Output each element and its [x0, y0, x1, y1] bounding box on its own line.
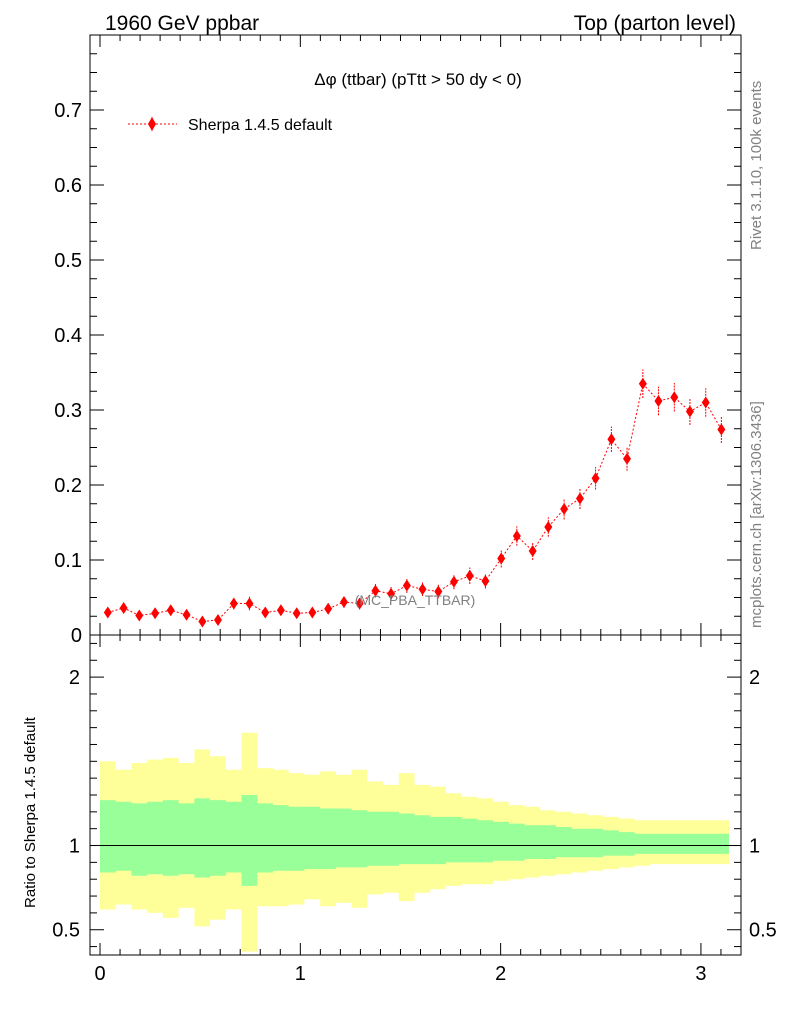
main-ytick-label: 0 — [71, 625, 82, 647]
data-point — [512, 530, 521, 542]
main-ytick-label: 0.6 — [54, 175, 82, 197]
data-point — [292, 607, 301, 620]
data-point — [670, 391, 679, 404]
ratio-xtick-label: 1 — [295, 963, 306, 985]
mcplots-label: mcplots.cern.ch [arXiv:1306.3436] — [748, 401, 765, 628]
data-point — [402, 579, 411, 592]
data-point — [151, 607, 160, 620]
ratio-ytick-label: 0.5 — [52, 920, 80, 942]
data-point — [182, 608, 191, 621]
ratio-ytick-label: 2 — [69, 667, 80, 689]
data-point — [560, 503, 569, 515]
data-point — [481, 575, 490, 587]
watermark: (MC_PBA_TTBAR) — [355, 592, 476, 608]
data-point — [198, 615, 207, 628]
data-point — [339, 596, 348, 608]
data-point — [135, 609, 144, 622]
legend-marker — [148, 117, 156, 131]
data-point — [717, 423, 726, 436]
data-point — [213, 614, 222, 626]
data-point — [434, 585, 443, 598]
data-point — [308, 606, 317, 619]
data-point — [528, 545, 537, 557]
data-point — [261, 606, 270, 619]
data-point — [654, 395, 663, 407]
ratio-ytick-label-right: 0.5 — [749, 920, 777, 942]
data-point — [229, 597, 238, 610]
data-point — [701, 396, 710, 409]
data-point — [166, 604, 175, 617]
data-point — [544, 521, 553, 533]
header-left: 1960 GeV ppbar — [105, 12, 259, 35]
legend-label: Sherpa 1.4.5 default — [188, 117, 333, 134]
main-ytick-label: 0.5 — [54, 250, 82, 272]
data-point — [591, 472, 600, 485]
data-point — [607, 433, 616, 446]
main-ytick-label: 0.3 — [54, 400, 82, 422]
header-right: Top (parton level) — [574, 12, 736, 35]
data-point — [276, 604, 285, 617]
data-point — [465, 569, 474, 582]
main-ytick-label: 0.7 — [54, 100, 82, 122]
data-point — [497, 552, 506, 565]
ratio-band-inner — [100, 795, 729, 886]
ratio-ytick-label: 1 — [69, 836, 80, 858]
data-point — [685, 405, 694, 418]
main-plot: 0 0.1 0.2 0.3 0.4 0.5 0.6 0.7 Δφ (ttbar) (pTtt … — [54, 34, 742, 647]
ratio-xtick-label: 0 — [94, 963, 105, 985]
ratio-xtick-label: 2 — [495, 963, 506, 985]
main-ytick-label: 0.4 — [54, 325, 82, 347]
data-point — [575, 492, 584, 505]
main-ytick-label: 0.1 — [54, 550, 82, 572]
ratio-plot: 0.5 0.5 1 1 2 2 0 1 2 3 Ratio to Sherpa 1.4.5 def… — [22, 634, 777, 985]
data-point — [623, 452, 632, 465]
ratio-xtick-label: 3 — [695, 963, 706, 985]
data-point — [103, 606, 112, 619]
data-point — [119, 602, 128, 614]
data-point — [387, 587, 396, 600]
data-point — [245, 597, 254, 610]
rivet-label: Rivet 3.1.10, 100k events — [748, 81, 765, 250]
legend: Sherpa 1.4.5 default — [128, 117, 333, 134]
data-point — [355, 597, 364, 610]
data-point — [418, 583, 427, 596]
data-point — [324, 602, 333, 615]
data-point — [371, 584, 380, 597]
data-point — [449, 575, 458, 588]
ratio-ytick-label-right: 2 — [749, 667, 760, 689]
main-title: Δφ (ttbar) (pTtt > 50 dy < 0) — [314, 70, 522, 89]
series-line — [107, 382, 722, 623]
data-point — [638, 377, 647, 390]
ratio-ylabel: Ratio to Sherpa 1.4.5 default — [22, 716, 39, 908]
main-ytick-label: 0.2 — [54, 475, 82, 497]
ratio-ytick-label-right: 1 — [749, 836, 760, 858]
